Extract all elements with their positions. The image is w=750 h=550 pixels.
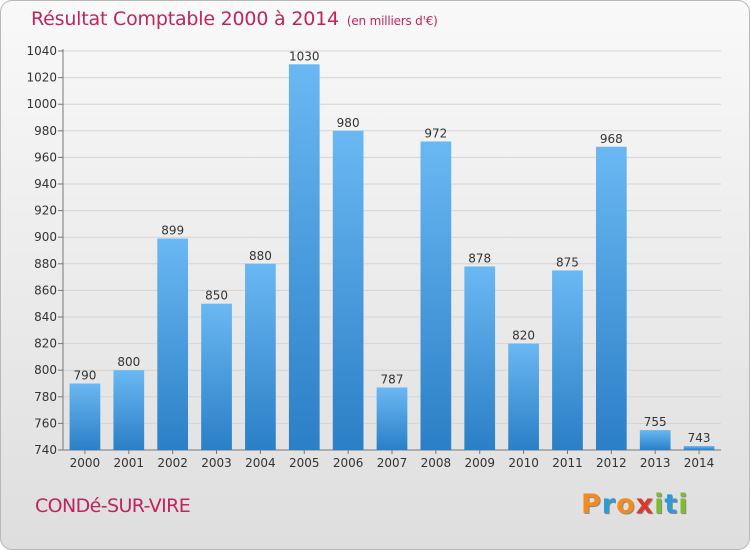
y-tick-label: 940	[34, 177, 57, 191]
y-tick-label: 820	[34, 337, 57, 351]
bar-2010	[508, 343, 539, 450]
bar-value-label: 968	[600, 132, 623, 146]
bar-value-label: 755	[644, 415, 667, 429]
bar-2014	[683, 446, 715, 450]
bar-value-label: 743	[688, 431, 711, 445]
bar-value-label: 850	[205, 289, 228, 303]
bar-value-label: 800	[117, 355, 140, 369]
x-tick-label: 2009	[464, 456, 495, 470]
logo-letter: o	[616, 489, 636, 520]
y-tick-label: 840	[34, 310, 57, 324]
bar-value-label: 790	[73, 369, 96, 383]
bar-2007	[376, 387, 408, 450]
y-tick-label: 800	[34, 363, 57, 377]
x-tick-label: 2007	[377, 456, 408, 470]
x-tick-label: 2006	[333, 456, 364, 470]
bar-value-label: 899	[161, 224, 184, 238]
bar-2004	[245, 263, 276, 450]
y-tick-label: 1000	[26, 97, 57, 111]
x-tick-label: 2013	[640, 456, 671, 470]
y-tick-label: 760	[34, 416, 57, 430]
bar-value-label: 787	[381, 372, 404, 386]
logo-letter: P	[581, 489, 602, 520]
x-tick-label: 2011	[552, 456, 583, 470]
bars	[69, 64, 715, 451]
logo-letter: t	[664, 489, 679, 520]
x-tick-label: 2004	[245, 456, 276, 470]
bar-2000	[69, 383, 101, 450]
x-tick-label: 2008	[421, 456, 452, 470]
y-tick-label: 740	[34, 443, 57, 457]
bar-2005	[288, 64, 320, 451]
bar-2011	[552, 270, 583, 450]
bar-value-label: 980	[337, 116, 360, 130]
y-tick-label: 960	[34, 150, 57, 164]
x-tick-label: 2012	[596, 456, 627, 470]
commune-name: CONDé-SUR-VIRE	[35, 495, 191, 517]
chart-title-unit: (en milliers d'€)	[346, 14, 438, 28]
x-tick-label: 2001	[114, 456, 145, 470]
x-tick-label: 2002	[157, 456, 188, 470]
bar-2009	[464, 266, 496, 450]
bar-value-label: 820	[512, 329, 535, 343]
x-tick-label: 2010	[508, 456, 539, 470]
logo-letter: x	[635, 489, 655, 520]
bar-2012	[595, 146, 627, 450]
bar-2002	[157, 238, 189, 450]
tick-labels: 740 760 780 800 820 840 860 880 900 920 940 960 980 1…	[26, 44, 714, 470]
x-tick-label: 2000	[70, 456, 101, 470]
y-tick-label: 880	[34, 257, 57, 271]
bar-value-labels: 790 800 899 850 880 1030 980 787 972 878 820 875 968…	[73, 49, 710, 445]
y-tick-label: 920	[34, 204, 57, 218]
bar-value-label: 880	[249, 249, 272, 263]
bar-2013	[639, 430, 671, 450]
bar-value-label: 878	[468, 251, 491, 265]
y-tick-label: 1040	[26, 44, 57, 58]
x-tick-label: 2014	[684, 456, 715, 470]
x-tick-label: 2005	[289, 456, 320, 470]
chart-title-text: Résultat Comptable 2000 à 2014	[31, 8, 339, 30]
logo-letter: r	[601, 489, 617, 520]
y-tick-label: 1020	[26, 71, 57, 85]
y-tick-label: 860	[34, 283, 57, 297]
logo-letter: i	[654, 489, 665, 520]
bar-value-label: 875	[556, 255, 579, 269]
y-tick-label: 980	[34, 124, 57, 138]
logo-letter: i	[678, 489, 689, 520]
bar-2001	[113, 370, 145, 450]
bar-value-label: 972	[424, 126, 447, 140]
chart-title: Résultat Comptable 2000 à 2014 (en millie…	[31, 8, 438, 30]
proxiti-logo: Proxiti	[581, 489, 689, 520]
bar-value-label: 1030	[289, 49, 320, 63]
y-tick-label: 780	[34, 390, 57, 404]
bar-2003	[201, 303, 232, 450]
bar-2006	[332, 130, 364, 451]
x-tick-label: 2003	[201, 456, 232, 470]
y-tick-label: 900	[34, 230, 57, 244]
bar-2008	[420, 141, 452, 450]
